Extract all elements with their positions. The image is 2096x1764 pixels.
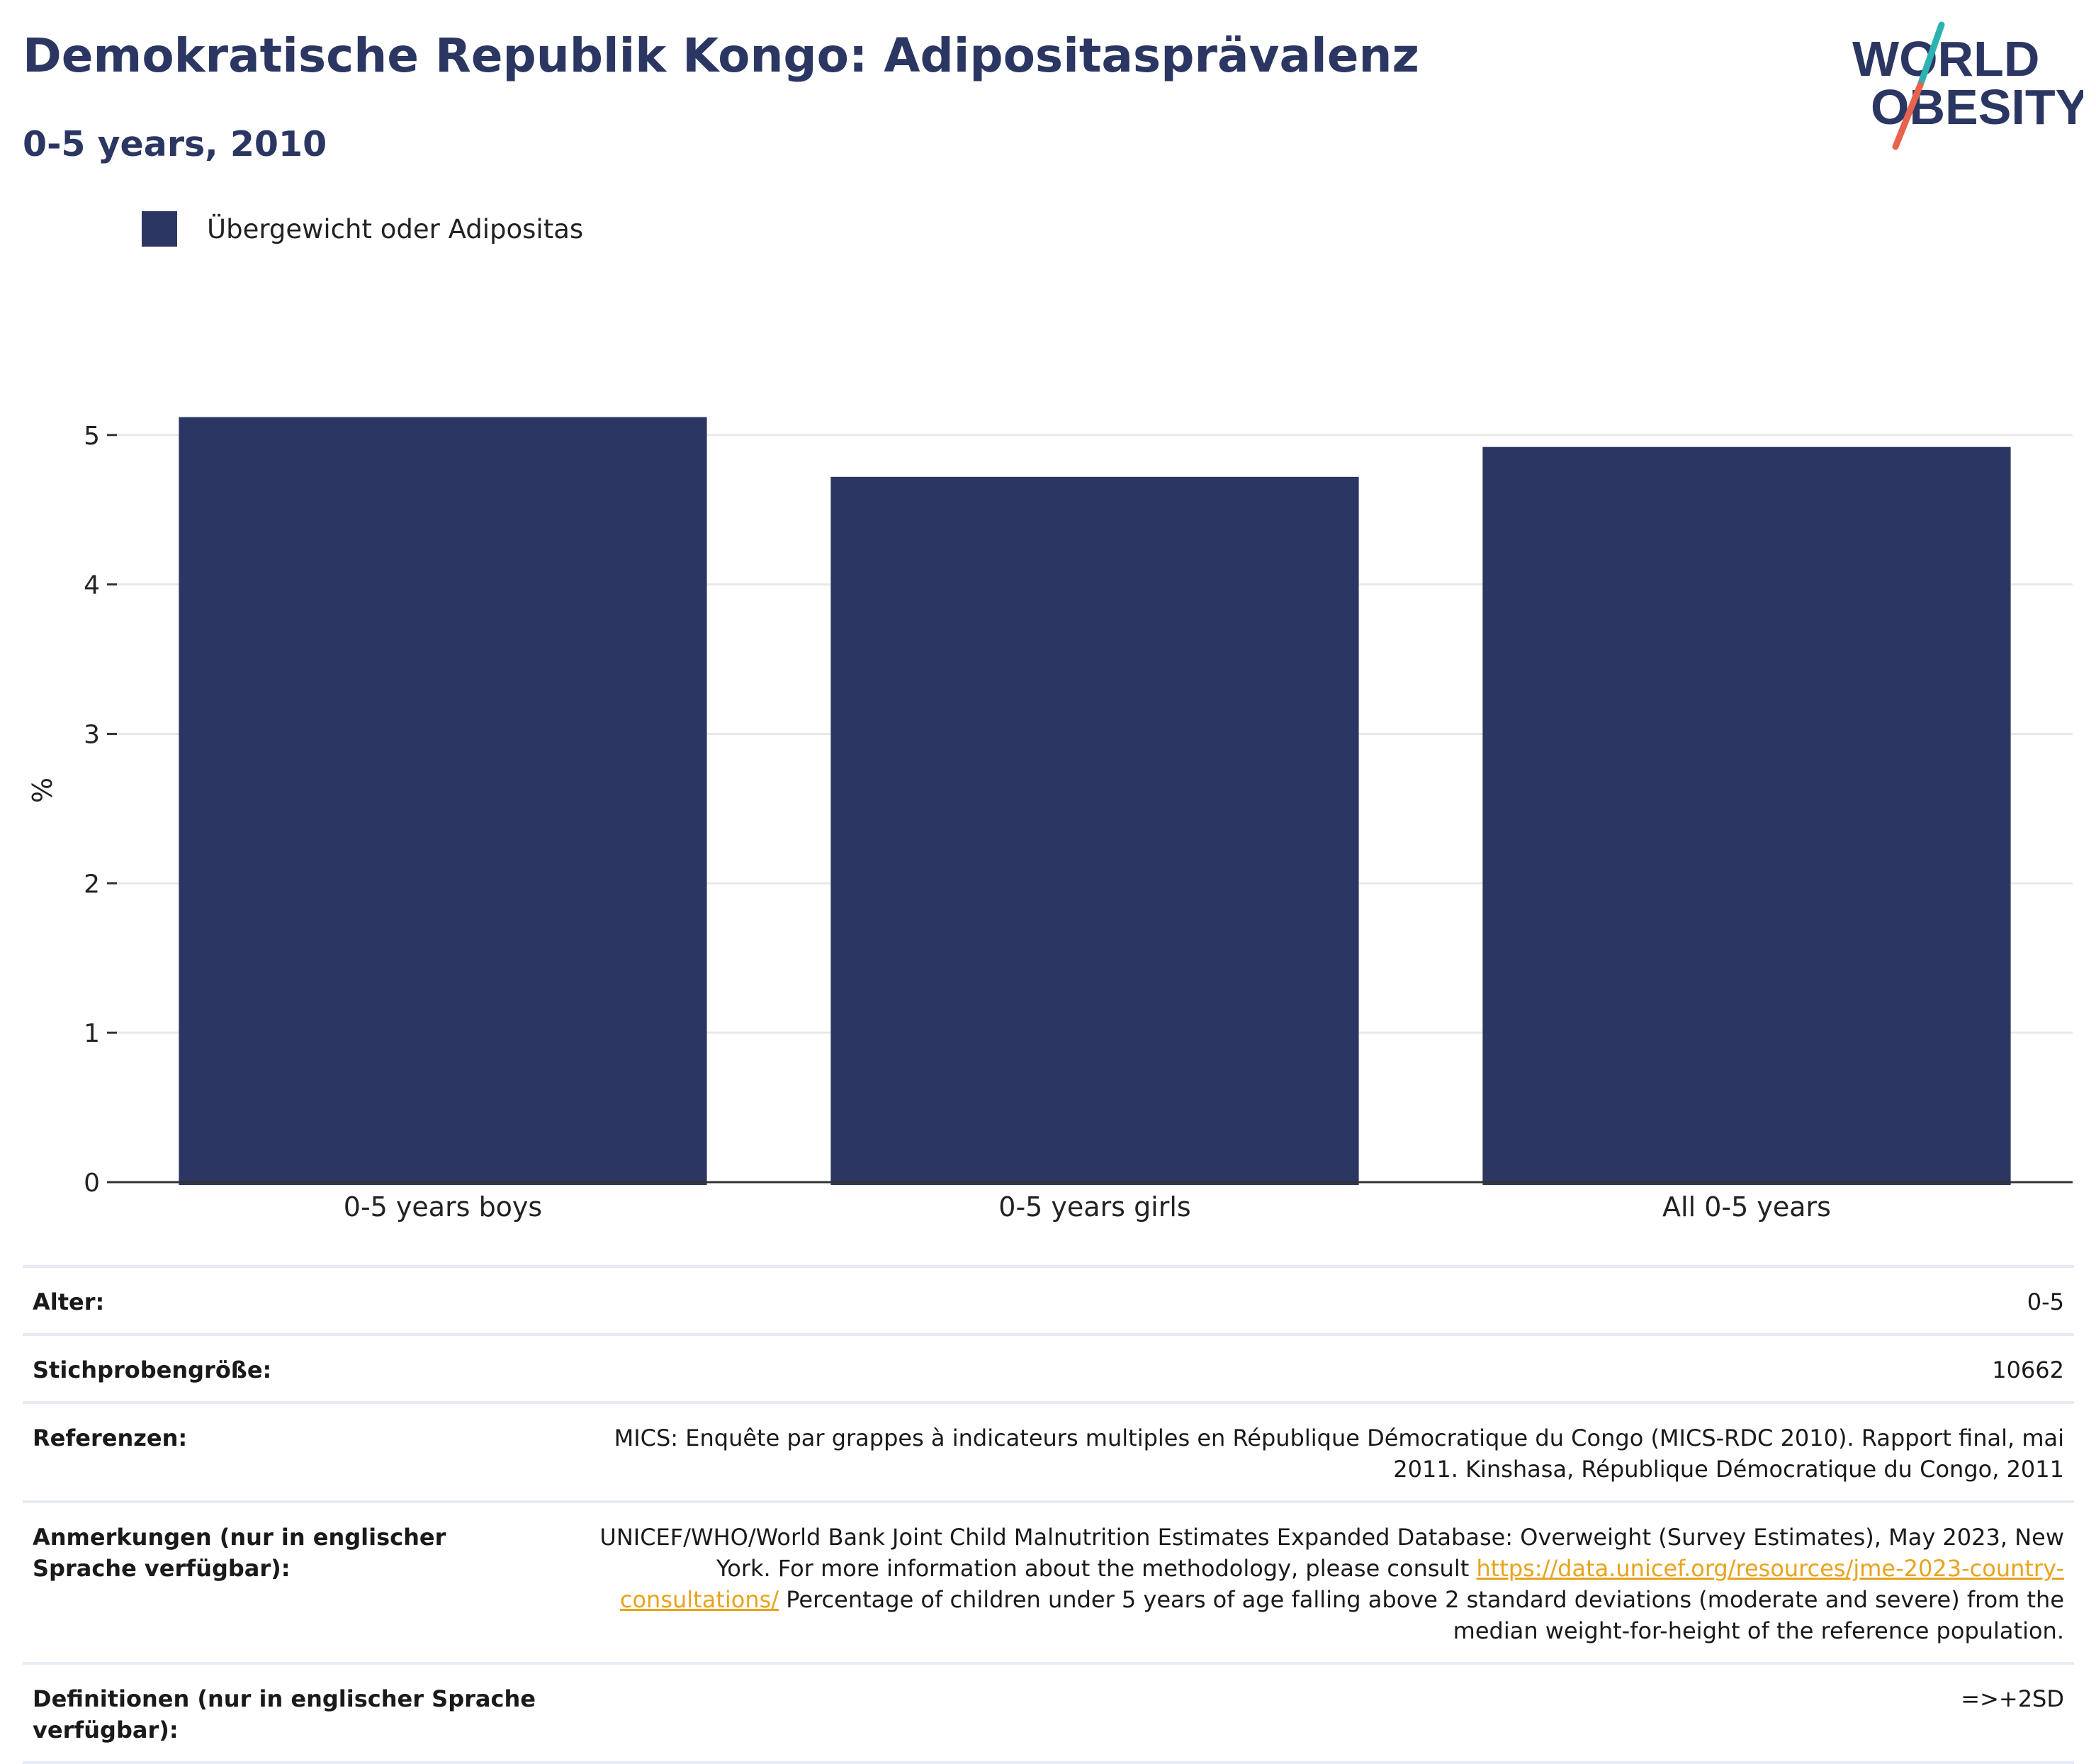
meta-value: =>+2SD bbox=[1961, 1685, 2064, 1712]
y-tick-label: 3 bbox=[84, 720, 100, 749]
meta-value: MICS: Enquête par grappes à indicateurs … bbox=[614, 1425, 2064, 1483]
legend-label: Übergewicht oder Adipositas bbox=[207, 213, 584, 245]
logo-line1: WORLD bbox=[1852, 31, 2039, 86]
bar bbox=[179, 417, 707, 1186]
meta-value: 10662 bbox=[1992, 1356, 2064, 1383]
meta-value: 0-5 bbox=[2027, 1288, 2064, 1315]
logo-slash-top bbox=[1917, 21, 1945, 89]
meta-row-sample-size: Stichprobengröße: 10662 bbox=[23, 1336, 2074, 1404]
meta-key: Alter: bbox=[33, 1288, 105, 1315]
notes-text-after: Percentage of children under 5 years of … bbox=[779, 1586, 2064, 1644]
x-tick-label: 0-5 years boys bbox=[344, 1191, 542, 1223]
y-tick-label: 2 bbox=[84, 870, 100, 899]
meta-key: Definitionen (nur in englischer Sprache … bbox=[33, 1685, 536, 1743]
meta-value: UNICEF/WHO/World Bank Joint Child Malnut… bbox=[590, 1522, 2064, 1646]
methodology-link[interactable]: https://data.unicef.org/resources/jme-20… bbox=[619, 1555, 2064, 1613]
logo-slash-bottom bbox=[1892, 82, 1924, 150]
y-tick-label: 1 bbox=[84, 1019, 100, 1048]
y-tick-label: 4 bbox=[84, 571, 100, 600]
metadata-table: Alter: 0-5 Stichprobengröße: 10662 Refer… bbox=[23, 1265, 2074, 1764]
bar bbox=[830, 476, 1359, 1185]
legend-swatch bbox=[142, 211, 177, 247]
meta-row-age: Alter: 0-5 bbox=[23, 1268, 2074, 1336]
chart-title: Demokratische Republik Kongo: Adipositas… bbox=[23, 28, 1419, 83]
y-tick-label: 0 bbox=[84, 1169, 100, 1198]
meta-key: Anmerkungen (nur in englischer Sprache v… bbox=[33, 1524, 446, 1582]
x-tick-label: 0-5 years girls bbox=[998, 1191, 1190, 1223]
meta-row-references: Referenzen: MICS: Enquête par grappes à … bbox=[23, 1404, 2074, 1503]
bar bbox=[1482, 446, 2011, 1186]
chart-subtitle: 0-5 years, 2010 bbox=[23, 124, 327, 164]
world-obesity-logo: WORLD OBESITY bbox=[1852, 21, 2083, 150]
meta-key: Stichprobengröße: bbox=[33, 1356, 272, 1383]
y-tick-label: 5 bbox=[84, 422, 100, 451]
x-tick-label: All 0-5 years bbox=[1662, 1191, 1831, 1223]
meta-row-notes: Anmerkungen (nur in englischer Sprache v… bbox=[23, 1503, 2074, 1665]
notes-text-before: UNICEF/WHO/World Bank Joint Child Malnut… bbox=[599, 1524, 2064, 1582]
meta-row-definitions: Definitionen (nur in englischer Sprache … bbox=[23, 1665, 2074, 1764]
meta-key: Referenzen: bbox=[33, 1425, 188, 1451]
bar-chart: 0 1 2 3 4 5 0-5 years boys 0-5 years girls All 0… bbox=[84, 417, 2073, 1223]
legend: Übergewicht oder Adipositas bbox=[142, 210, 583, 247]
